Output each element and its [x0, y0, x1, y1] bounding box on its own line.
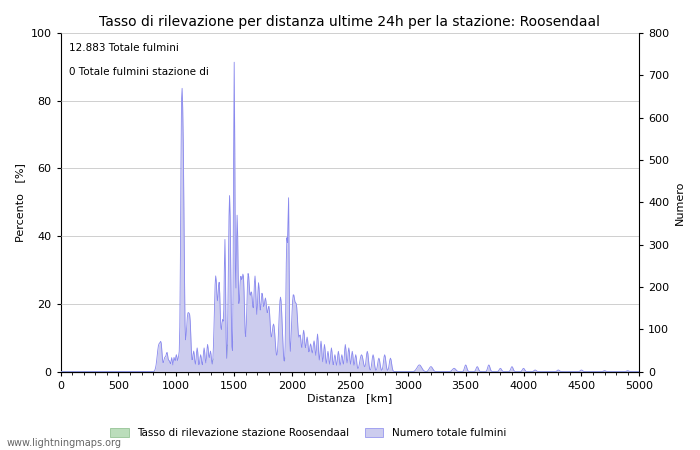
Y-axis label: Percento   [%]: Percento [%]: [15, 163, 25, 242]
Legend: Tasso di rilevazione stazione Roosendaal, Numero totale fulmini: Tasso di rilevazione stazione Roosendaal…: [106, 424, 510, 442]
Text: 12.883 Totale fulmini: 12.883 Totale fulmini: [69, 43, 179, 53]
Text: 0 Totale fulmini stazione di: 0 Totale fulmini stazione di: [69, 67, 209, 77]
Title: Tasso di rilevazione per distanza ultime 24h per la stazione: Roosendaal: Tasso di rilevazione per distanza ultime…: [99, 15, 601, 29]
X-axis label: Distanza   [km]: Distanza [km]: [307, 393, 393, 404]
Y-axis label: Numero: Numero: [675, 180, 685, 225]
Text: www.lightningmaps.org: www.lightningmaps.org: [7, 438, 122, 448]
